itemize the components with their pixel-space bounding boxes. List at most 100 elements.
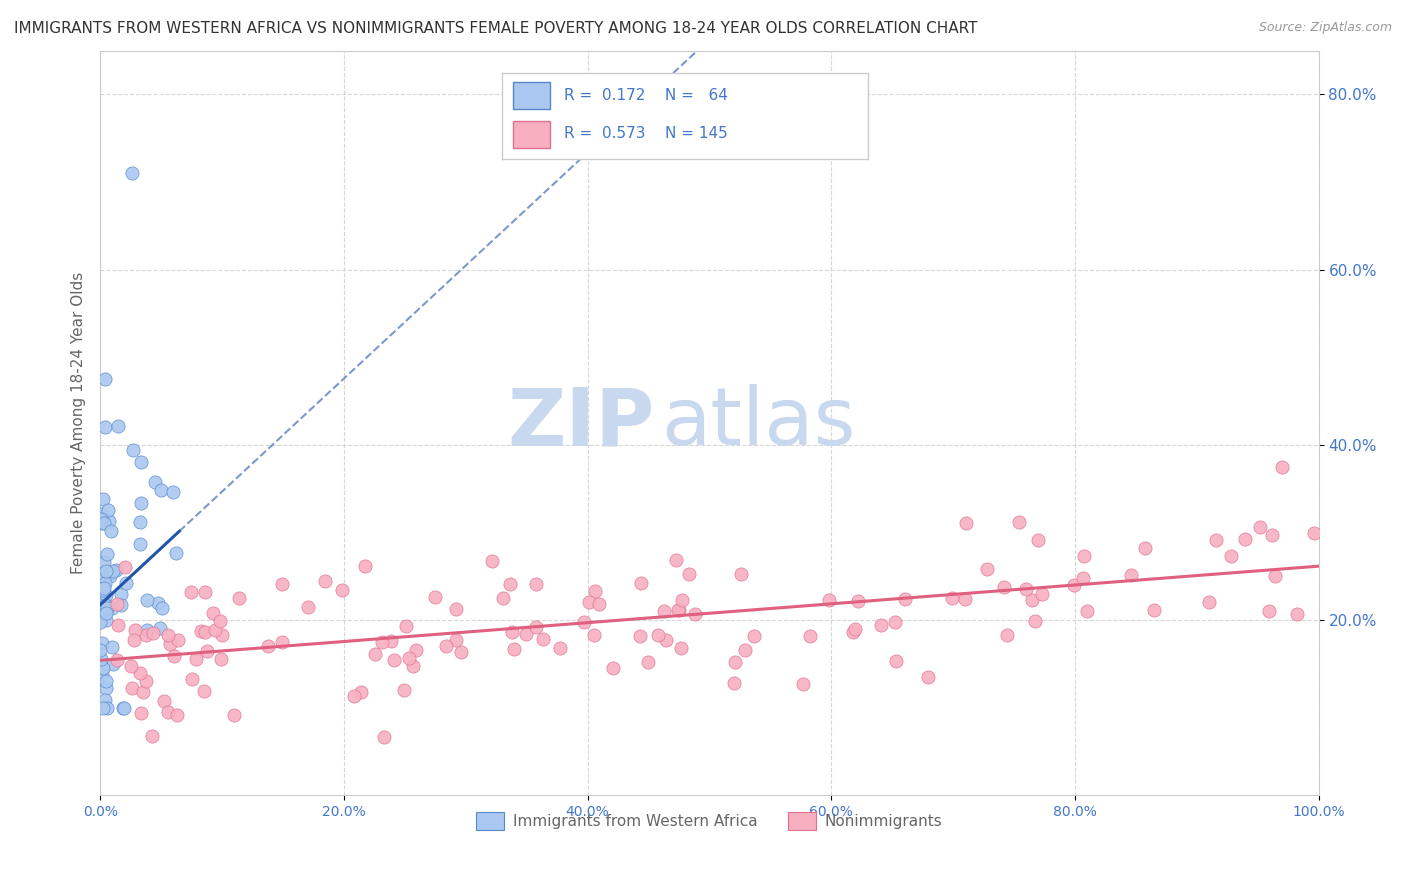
Point: [94, 681, 117, 695]
Point: [110, 598, 132, 612]
Point: [993, 580, 1015, 594]
Point: [163, 648, 186, 663]
Point: [884, 615, 907, 629]
Point: [159, 637, 181, 651]
Point: [405, 642, 427, 657]
Point: [501, 625, 523, 640]
Point: [444, 601, 467, 615]
Point: [1286, 607, 1309, 621]
Point: [1271, 459, 1294, 474]
Point: [129, 706, 152, 720]
Point: [105, 597, 128, 611]
Point: [121, 166, 143, 180]
Point: [423, 590, 446, 604]
Point: [98, 568, 121, 582]
Point: [107, 653, 129, 667]
Point: [270, 576, 292, 591]
Point: [96, 700, 118, 714]
Point: [955, 516, 977, 530]
Point: [90, 652, 112, 666]
Point: [94, 607, 117, 621]
Point: [1119, 568, 1142, 582]
Point: [143, 475, 166, 490]
Point: [94, 569, 117, 583]
Point: [91, 513, 114, 527]
Point: [350, 685, 373, 699]
Point: [583, 583, 606, 598]
Point: [110, 587, 132, 601]
Point: [669, 641, 692, 656]
Point: [499, 576, 522, 591]
Point: [402, 659, 425, 673]
Point: [135, 628, 157, 642]
Point: [194, 585, 217, 599]
Point: [271, 635, 294, 649]
Point: [167, 632, 190, 647]
Point: [1303, 526, 1326, 541]
Point: [111, 700, 134, 714]
Point: [94, 588, 117, 602]
Point: [129, 455, 152, 469]
Point: [114, 559, 136, 574]
Point: [481, 554, 503, 568]
Point: [94, 598, 117, 612]
Point: [1008, 515, 1031, 529]
Point: [90, 582, 112, 597]
Point: [204, 623, 226, 637]
Point: [193, 684, 215, 698]
Point: [394, 682, 416, 697]
Point: [112, 700, 135, 714]
Point: [131, 685, 153, 699]
Text: IMMIGRANTS FROM WESTERN AFRICA VS NONIMMIGRANTS FEMALE POVERTY AMONG 18-24 YEAR : IMMIGRANTS FROM WESTERN AFRICA VS NONIMM…: [14, 21, 977, 36]
Point: [101, 564, 124, 578]
Point: [149, 621, 172, 635]
Point: [1220, 549, 1243, 564]
Point: [157, 705, 180, 719]
Point: [93, 581, 115, 595]
Point: [195, 643, 218, 657]
Point: [502, 641, 524, 656]
Point: [846, 594, 869, 608]
Point: [297, 599, 319, 614]
Point: [492, 591, 515, 605]
Text: ZIP: ZIP: [508, 384, 655, 462]
Point: [93, 491, 115, 506]
Point: [1198, 595, 1220, 609]
Point: [90, 507, 112, 521]
Point: [101, 657, 124, 671]
Point: [1076, 603, 1098, 617]
Point: [630, 576, 652, 591]
Point: [436, 640, 458, 654]
Point: [184, 652, 207, 666]
Point: [1249, 519, 1271, 533]
Point: [744, 629, 766, 643]
Point: [97, 503, 120, 517]
Point: [129, 496, 152, 510]
Point: [101, 600, 124, 615]
Point: [91, 700, 114, 714]
Point: [100, 524, 122, 538]
Point: [398, 651, 420, 665]
Point: [995, 627, 1018, 641]
Point: [136, 593, 159, 607]
Point: [165, 546, 187, 560]
Point: [371, 635, 394, 649]
Point: [671, 593, 693, 607]
Point: [201, 606, 224, 620]
Point: [515, 626, 537, 640]
Point: [583, 628, 606, 642]
Point: [94, 613, 117, 627]
Point: [730, 567, 752, 582]
Point: [146, 596, 169, 610]
Point: [94, 693, 117, 707]
Point: [1143, 603, 1166, 617]
Text: atlas: atlas: [661, 384, 855, 462]
Point: [665, 552, 688, 566]
Point: [394, 618, 416, 632]
Point: [96, 673, 118, 688]
Point: [222, 707, 245, 722]
Point: [96, 600, 118, 615]
Point: [91, 636, 114, 650]
Point: [166, 708, 188, 723]
Point: [380, 633, 402, 648]
